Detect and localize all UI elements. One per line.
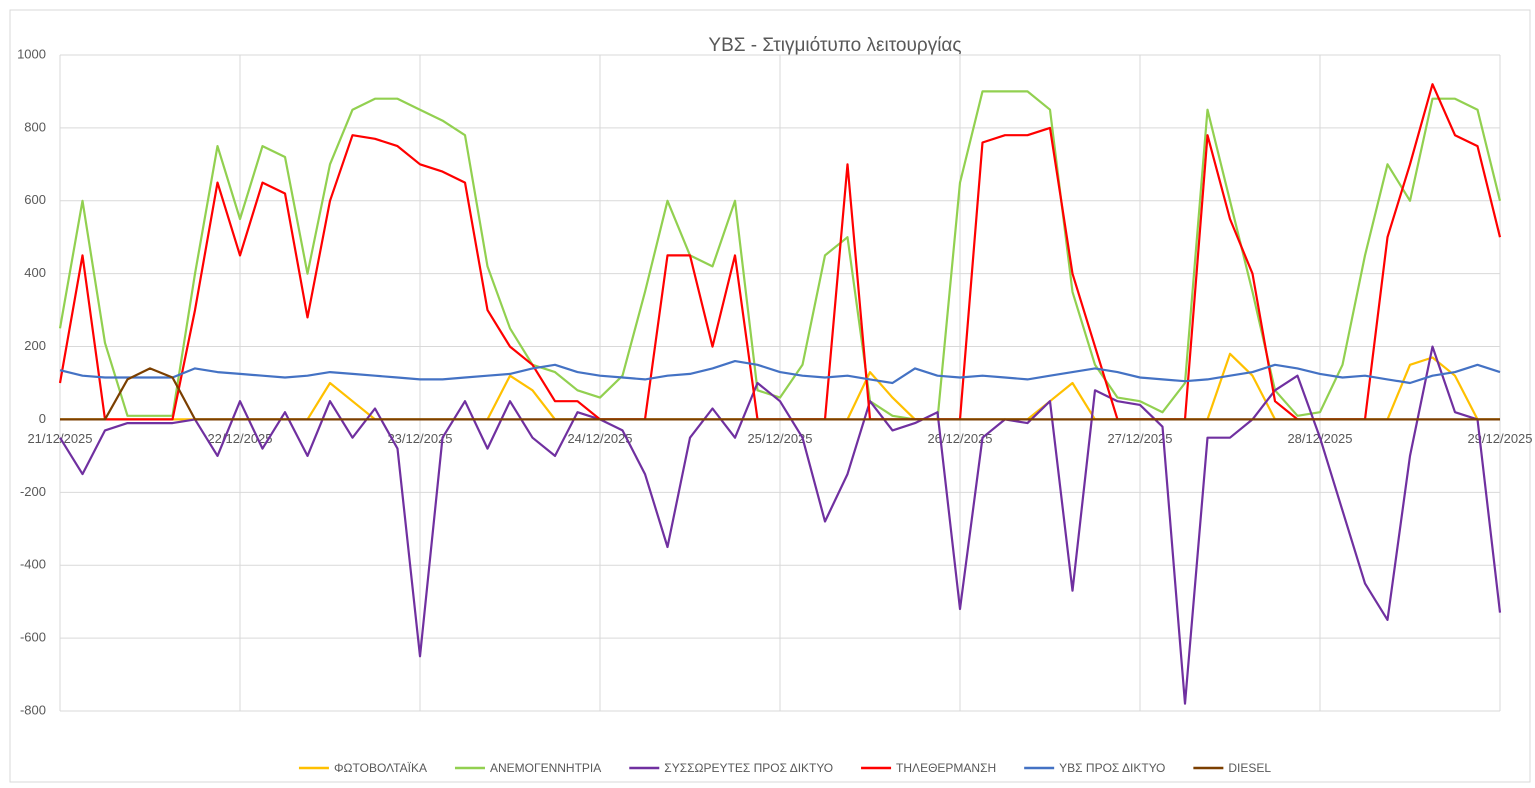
- chart-border: [9, 9, 1531, 783]
- x-tick-label: 22/12/2025: [207, 431, 272, 446]
- legend-label: DIESEL: [1228, 761, 1271, 775]
- y-tick-label: 1000: [17, 46, 46, 61]
- y-tick-label: 200: [24, 338, 46, 353]
- legend: ΦΩΤΟΒΟΛΤΑΪΚΑ ΑΝΕΜΟΓΕΝΝΗΤΡΙΑ ΣΥΣΣΩΡΕΥΤΕΣ ΠΡ…: [298, 761, 1271, 775]
- legend-item: ΣΥΣΣΩΡΕΥΤΕΣ ΠΡΟΣ ΔΙΚΤΥΟ: [629, 761, 833, 775]
- x-tick-label: 26/12/2025: [927, 431, 992, 446]
- x-tick-label: 25/12/2025: [747, 431, 812, 446]
- legend-item: DIESEL: [1193, 761, 1271, 775]
- series-line: [59, 345, 1502, 705]
- chart-title: ΥΒΣ - Στιγμιότυπο λειτουργίας: [708, 35, 961, 56]
- legend-item: ΥΒΣ ΠΡΟΣ ΔΙΚΤΥΟ: [1024, 761, 1165, 775]
- legend-label: ΑΝΕΜΟΓΕΝΝΗΤΡΙΑ: [490, 761, 601, 775]
- y-tick-label: 400: [24, 265, 46, 280]
- y-tick-label: -600: [20, 630, 46, 645]
- legend-label: ΥΒΣ ΠΡΟΣ ΔΙΚΤΥΟ: [1059, 761, 1165, 775]
- y-tick-label: 600: [24, 192, 46, 207]
- series-line: [60, 367, 1500, 421]
- y-tick-label: 0: [39, 411, 46, 426]
- legend-item: ΑΝΕΜΟΓΕΝΝΗΤΡΙΑ: [454, 761, 601, 775]
- legend-label: ΦΩΤΟΒΟΛΤΑΪΚΑ: [334, 761, 427, 775]
- legend-item: ΦΩΤΟΒΟΛΤΑΪΚΑ: [298, 761, 427, 775]
- y-tick-label: -800: [20, 702, 46, 717]
- x-tick-label: 24/12/2025: [567, 431, 632, 446]
- series-line: [59, 360, 1501, 385]
- y-tick-label: 800: [24, 119, 46, 134]
- legend-label: ΤΗΛΕΘΕΡΜΑΝΣΗ: [896, 761, 996, 775]
- x-tick-label: 23/12/2025: [387, 431, 452, 446]
- legend-label: ΣΥΣΣΩΡΕΥΤΕΣ ΠΡΟΣ ΔΙΚΤΥΟ: [664, 761, 833, 775]
- series-line: [58, 90, 1502, 421]
- x-tick-label: 27/12/2025: [1107, 431, 1172, 446]
- legend-item: ΤΗΛΕΘΕΡΜΑΝΣΗ: [861, 761, 996, 775]
- y-tick-label: -200: [20, 484, 46, 499]
- x-tick-label: 29/12/2025: [1467, 431, 1532, 446]
- y-tick-label: -400: [20, 557, 46, 572]
